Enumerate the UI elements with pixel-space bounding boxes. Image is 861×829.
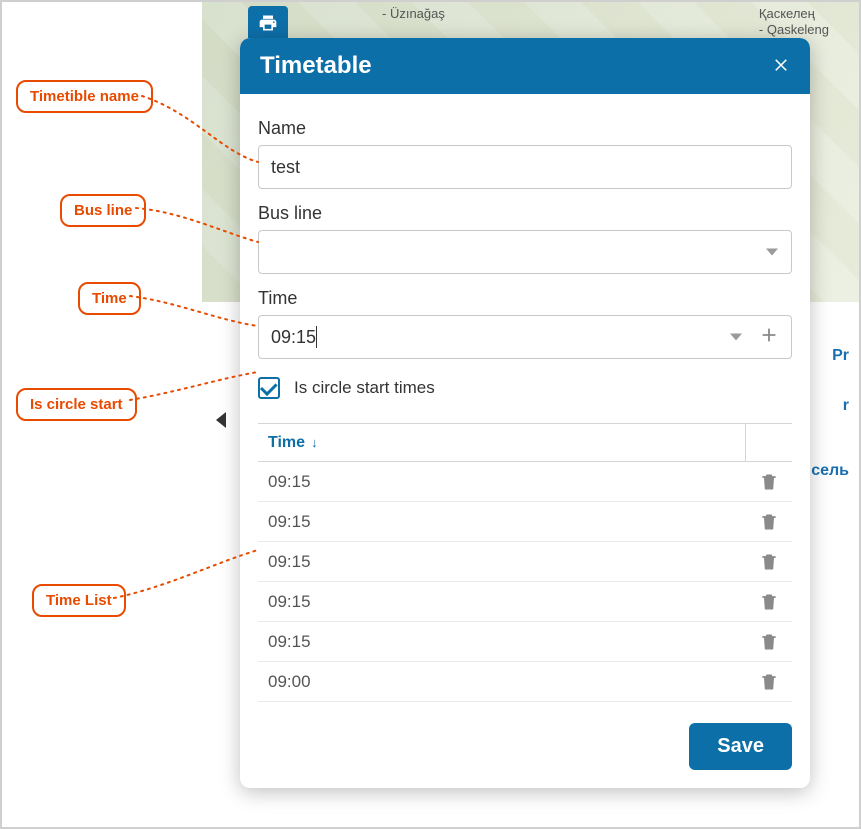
dialog-title: Timetable xyxy=(260,52,372,80)
busline-label: Bus line xyxy=(258,203,792,224)
chevron-down-icon[interactable] xyxy=(730,334,742,341)
trash-icon xyxy=(759,632,779,652)
busline-select[interactable] xyxy=(258,230,792,274)
save-button[interactable]: Save xyxy=(689,723,792,770)
close-icon xyxy=(772,55,790,73)
table-row: 09:15 xyxy=(258,542,792,582)
table-row: 09:15 xyxy=(258,462,792,502)
delete-row-button[interactable] xyxy=(746,672,792,692)
printer-icon xyxy=(258,13,278,33)
time-list: Time ↓ 09:15 09:15 09:15 09:15 09:15 09:00 xyxy=(258,423,792,702)
callout-time: Time xyxy=(78,282,141,315)
delete-row-button[interactable] xyxy=(746,592,792,612)
trash-icon xyxy=(759,512,779,532)
time-list-header: Time ↓ xyxy=(258,424,792,462)
time-input-value: 09:15 xyxy=(271,327,316,348)
table-row: 09:15 xyxy=(258,582,792,622)
text-caret xyxy=(316,326,317,348)
time-column-header[interactable]: Time ↓ xyxy=(258,424,746,461)
delete-row-button[interactable] xyxy=(746,472,792,492)
time-input[interactable]: 09:15 xyxy=(258,315,792,359)
delete-row-button[interactable] xyxy=(746,632,792,652)
is-circle-label: Is circle start times xyxy=(294,378,435,398)
trash-icon xyxy=(759,552,779,572)
delete-row-button[interactable] xyxy=(746,512,792,532)
name-label: Name xyxy=(258,118,792,139)
trash-icon xyxy=(759,672,779,692)
clipped-text-1: Pr xyxy=(832,347,849,365)
callout-time-list: Time List xyxy=(32,584,126,617)
map-place-label-right-2: - Qaskeleng xyxy=(759,22,829,37)
time-label: Time xyxy=(258,288,792,309)
time-cell: 09:15 xyxy=(258,552,746,572)
clipped-text-3: сель xyxy=(811,462,849,480)
name-input[interactable] xyxy=(258,145,792,189)
map-place-label-right-1: Қаскелең xyxy=(759,6,815,21)
callout-bus-line: Bus line xyxy=(60,194,146,227)
is-circle-checkbox[interactable] xyxy=(258,377,280,399)
action-column-header xyxy=(746,424,792,461)
dialog-footer: Save xyxy=(240,707,810,788)
trash-icon xyxy=(759,472,779,492)
table-row: 09:00 xyxy=(258,662,792,702)
clipped-text-2: r xyxy=(843,397,849,415)
callout-timetable-name: Timetible name xyxy=(16,80,153,113)
delete-row-button[interactable] xyxy=(746,552,792,572)
dialog-header: Timetable xyxy=(240,38,810,94)
time-cell: 09:00 xyxy=(258,672,746,692)
print-button[interactable] xyxy=(248,6,288,40)
callout-is-circle: Is circle start xyxy=(16,388,137,421)
time-cell: 09:15 xyxy=(258,472,746,492)
table-row: 09:15 xyxy=(258,622,792,662)
plus-icon xyxy=(758,324,780,346)
timetable-dialog: Timetable Name Bus line Time 09:15 xyxy=(240,38,810,788)
dialog-body: Name Bus line Time 09:15 xyxy=(240,94,810,707)
busline-input[interactable] xyxy=(258,230,792,274)
trash-icon xyxy=(759,592,779,612)
close-button[interactable] xyxy=(772,53,790,79)
chevron-down-icon xyxy=(766,249,778,256)
map-place-label: - Üzınağaş xyxy=(382,6,445,21)
table-row: 09:15 xyxy=(258,502,792,542)
map-place-label-right: Қаскелең - Qaskeleng xyxy=(759,6,829,37)
time-cell: 09:15 xyxy=(258,512,746,532)
collapse-sidebar-arrow-icon[interactable] xyxy=(216,412,226,428)
time-cell: 09:15 xyxy=(258,632,746,652)
sort-asc-icon: ↓ xyxy=(311,435,318,450)
add-time-button[interactable] xyxy=(758,323,780,351)
time-cell: 09:15 xyxy=(258,592,746,612)
time-column-header-label: Time xyxy=(268,434,305,452)
